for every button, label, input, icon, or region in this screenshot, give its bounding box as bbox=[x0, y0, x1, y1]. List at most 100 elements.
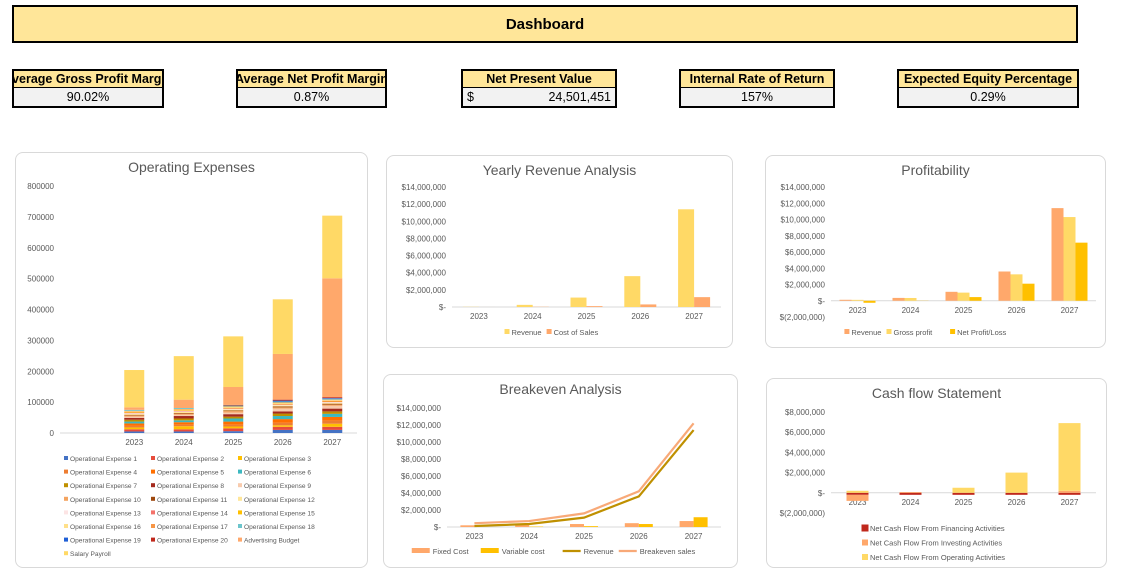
bar-segment bbox=[223, 408, 244, 409]
x-tick-label: 2023 bbox=[849, 498, 867, 507]
yearly-revenue-chart: Yearly Revenue Analysis $- $2,000,000 $4,0… bbox=[386, 155, 733, 348]
legend-swatch bbox=[151, 537, 155, 542]
legend-label: Operational Expense 16 bbox=[70, 524, 141, 531]
legend-swatch bbox=[238, 469, 242, 474]
x-tick-label: 2024 bbox=[902, 498, 920, 507]
bar-segment bbox=[952, 487, 975, 493]
legend-swatch bbox=[151, 524, 155, 528]
legend-swatch bbox=[886, 329, 892, 334]
profitability-chart: Profitability $(2,000,000) $- $2,000,000 $4… bbox=[765, 155, 1106, 348]
legend-label: Net Cash Flow From Investing Activities bbox=[870, 539, 1002, 548]
kpi-label: Average Net Profit Margin bbox=[238, 71, 385, 88]
bar-segment bbox=[322, 400, 343, 401]
bar-segment bbox=[322, 278, 343, 398]
y-tick-label: 400000 bbox=[27, 306, 54, 315]
bar-segment bbox=[272, 403, 293, 404]
bar-segment bbox=[272, 402, 293, 404]
bar-segment bbox=[223, 414, 244, 417]
currency-symbol: $ bbox=[467, 90, 474, 104]
bar-segment bbox=[124, 414, 145, 416]
bar-segment bbox=[173, 410, 194, 411]
legend-swatch bbox=[238, 510, 242, 515]
bar bbox=[679, 521, 694, 527]
legend-label: Operational Expense 3 bbox=[244, 456, 311, 463]
bar bbox=[904, 297, 917, 301]
bar-segment bbox=[173, 414, 194, 417]
x-tick-label: 2027 bbox=[323, 438, 341, 447]
legend-label: Salary Payroll bbox=[70, 551, 111, 558]
chart-title: Operating Expenses bbox=[128, 159, 255, 175]
y-tick-label: $10,000,000 bbox=[402, 217, 447, 226]
bar-segment bbox=[1058, 492, 1081, 495]
legend-swatch bbox=[546, 329, 552, 334]
line-series bbox=[474, 429, 695, 528]
bar-segment bbox=[173, 429, 194, 432]
bar-segment bbox=[272, 416, 293, 420]
bar-segment bbox=[322, 404, 343, 406]
bar-segment bbox=[223, 407, 244, 408]
legend-swatch bbox=[238, 537, 242, 542]
bar-segment bbox=[223, 336, 244, 387]
bar bbox=[694, 297, 711, 307]
bar-segment bbox=[223, 411, 244, 413]
y-tick-label: $10,000,000 bbox=[397, 438, 442, 447]
y-tick-label: $8,000,000 bbox=[785, 232, 826, 241]
bar bbox=[957, 292, 970, 301]
y-tick-label: $8,000,000 bbox=[401, 455, 442, 464]
x-tick-label: 2023 bbox=[466, 532, 484, 541]
y-tick-label: $- bbox=[434, 523, 441, 532]
bar-segment bbox=[322, 398, 343, 400]
y-tick-label: $2,000,000 bbox=[406, 286, 447, 295]
bar bbox=[678, 209, 695, 307]
legend-label: Operational Expense 6 bbox=[244, 470, 311, 477]
x-tick-label: 2025 bbox=[224, 438, 242, 447]
y-tick-label: $4,000,000 bbox=[401, 489, 442, 498]
bar-segment bbox=[223, 406, 244, 408]
legend-label: Operational Expense 12 bbox=[244, 497, 315, 504]
bar-segment bbox=[173, 412, 194, 413]
legend-label: Revenue bbox=[512, 328, 542, 337]
legend-label: Net Cash Flow From Operating Activities bbox=[870, 553, 1005, 562]
legend-swatch bbox=[151, 496, 155, 501]
bar-segment bbox=[322, 402, 343, 404]
x-tick-label: 2023 bbox=[125, 438, 143, 447]
bar-segment bbox=[124, 412, 145, 413]
legend-label: Operational Expense 14 bbox=[157, 510, 228, 517]
x-tick-label: 2027 bbox=[1061, 498, 1079, 507]
bar-segment bbox=[322, 402, 343, 403]
bar-segment bbox=[272, 400, 293, 402]
x-tick-label: 2025 bbox=[578, 312, 596, 321]
operating-expenses-plot: 0 100000 200000 300000 400000 500000 600000 700… bbox=[27, 182, 357, 558]
dashboard-title: Dashboard bbox=[12, 5, 1078, 43]
bar-segment bbox=[1058, 490, 1081, 493]
legend-label: Net Profit/Loss bbox=[957, 328, 1006, 337]
bar-segment bbox=[952, 492, 975, 495]
bar-segment bbox=[322, 426, 343, 430]
bar bbox=[640, 304, 657, 307]
x-tick-label: 2026 bbox=[1008, 306, 1026, 315]
bar-segment bbox=[124, 419, 145, 422]
legend-label: Operational Expense 5 bbox=[157, 470, 224, 477]
bar-segment bbox=[322, 423, 343, 427]
legend-label: Operational Expense 9 bbox=[244, 483, 311, 490]
y-tick-label: $- bbox=[818, 489, 825, 498]
bar-segment bbox=[124, 431, 145, 433]
bar-segment bbox=[124, 410, 145, 412]
bar bbox=[851, 299, 864, 301]
y-tick-label: $- bbox=[439, 303, 446, 312]
kpi-net-present-value: Net Present Value $24,501,451 bbox=[461, 69, 617, 108]
bar-segment bbox=[173, 431, 194, 433]
bar bbox=[1075, 242, 1088, 301]
bar-segment bbox=[322, 400, 343, 402]
bar-segment bbox=[124, 413, 145, 414]
kpi-expected-equity-percentage: Expected Equity Percentage 0.29% bbox=[897, 69, 1079, 108]
legend-label: Operational Expense 7 bbox=[70, 483, 137, 490]
legend-swatch bbox=[64, 469, 68, 474]
bar-segment bbox=[272, 399, 293, 401]
y-tick-label: $14,000,000 bbox=[781, 183, 826, 192]
legend-label: Operational Expense 13 bbox=[70, 510, 141, 517]
y-tick-label: $2,000,000 bbox=[401, 506, 442, 515]
bar-segment bbox=[173, 356, 194, 400]
bar bbox=[515, 524, 530, 527]
bar-segment bbox=[173, 420, 194, 423]
